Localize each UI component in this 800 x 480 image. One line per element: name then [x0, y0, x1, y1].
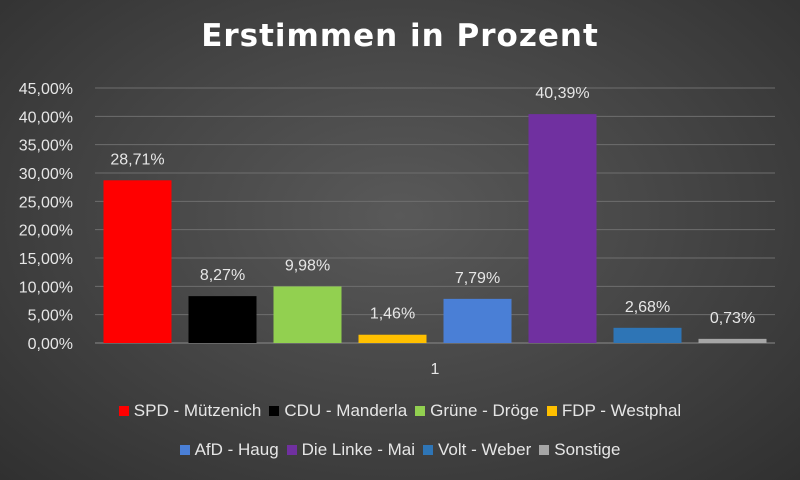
legend-swatch [546, 406, 557, 416]
y-tick-label: 5,00% [28, 308, 73, 325]
bar [273, 286, 342, 343]
bar [358, 334, 427, 343]
legend-row-2: AfD - Haug Die Linke - Mai Volt - Weber Son… [0, 440, 800, 460]
legend-row-1: SPD - Mützenich CDU - Manderla Grüne - Drö… [0, 401, 800, 421]
y-tick-label: 10,00% [19, 279, 73, 296]
legend-item: FDP - Westphal [546, 401, 682, 421]
data-label: 40,39% [535, 85, 589, 102]
legend-item: AfD - Haug [179, 440, 279, 460]
legend-item: SPD - Mützenich [118, 401, 262, 421]
legend-item: Grüne - Dröge [415, 401, 539, 421]
legend-label: SPD - Mützenich [133, 401, 262, 420]
y-tick-label: 25,00% [19, 194, 73, 211]
legend-label: CDU - Manderla [284, 401, 408, 420]
y-tick-label: 0,00% [28, 336, 73, 353]
bar [528, 114, 597, 343]
legend-label: Die Linke - Mai [301, 440, 416, 459]
legend-swatch [539, 445, 550, 455]
legend-item: Volt - Weber [423, 440, 531, 460]
legend-swatch [269, 406, 280, 416]
bar [613, 327, 682, 343]
legend-label: Volt - Weber [438, 440, 532, 459]
data-label: 28,71% [110, 151, 164, 168]
bar [698, 338, 767, 343]
data-label: 7,79% [455, 270, 500, 287]
data-label: 8,27% [200, 267, 245, 284]
legend-swatch [286, 445, 297, 455]
y-tick-label: 40,00% [19, 109, 73, 126]
legend-item: Sonstige [539, 440, 620, 460]
legend-label: FDP - Westphal [561, 401, 682, 420]
data-label: 0,73% [710, 310, 755, 327]
y-tick-label: 45,00% [19, 81, 73, 98]
y-tick-label: 15,00% [19, 251, 73, 268]
legend-swatch [423, 445, 434, 455]
chart-title: Erstimmen in Prozent [201, 18, 599, 54]
x-tick-label: 1 [431, 361, 440, 378]
y-tick-label: 35,00% [19, 138, 73, 155]
legend-item: CDU - Manderla [269, 401, 407, 421]
legend-label: AfD - Haug [194, 440, 279, 459]
bar [188, 296, 257, 343]
legend-swatch [415, 406, 426, 416]
y-tick-label: 30,00% [19, 166, 73, 183]
legend-label: Sonstige [554, 440, 621, 459]
legend-item: Die Linke - Mai [286, 440, 416, 460]
data-label: 1,46% [370, 306, 415, 323]
legend-swatch [118, 406, 129, 416]
data-label: 9,98% [285, 257, 330, 274]
legend-label: Grüne - Dröge [430, 401, 539, 420]
legend-swatch [179, 445, 190, 455]
y-tick-label: 20,00% [19, 223, 73, 240]
bar [103, 180, 172, 343]
data-label: 2,68% [625, 299, 670, 316]
bar [443, 298, 512, 343]
